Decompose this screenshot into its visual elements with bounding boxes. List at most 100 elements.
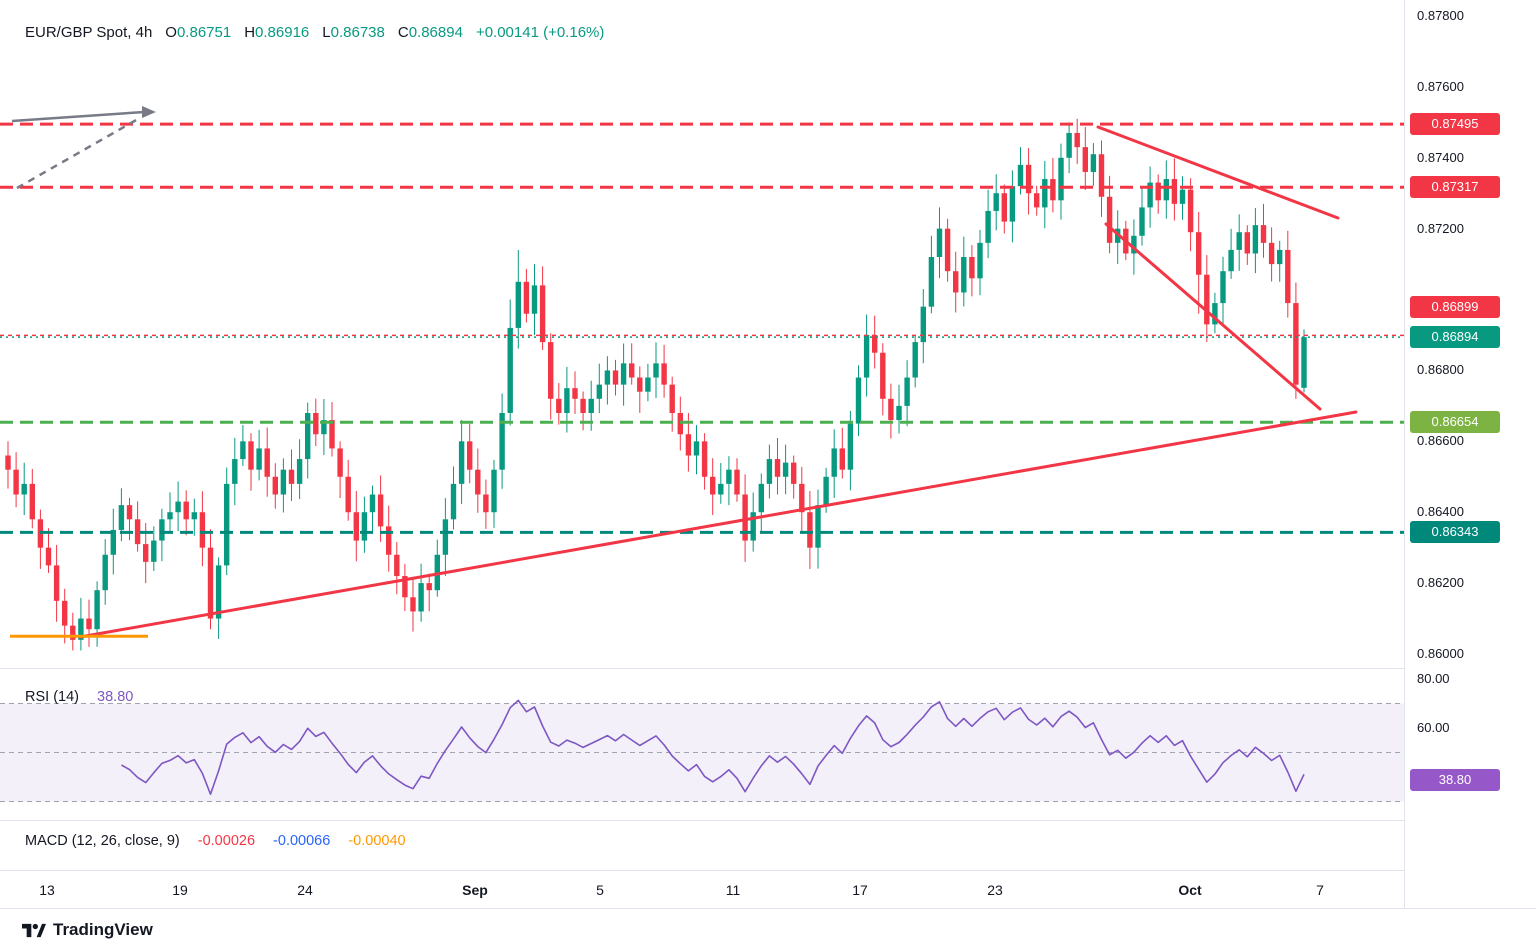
candle-body (758, 483, 764, 513)
macd-value-1: -0.00026 (197, 833, 256, 849)
candle-body (102, 554, 108, 591)
candle-body (418, 583, 424, 612)
trendline[interactable] (1096, 125, 1340, 220)
candle-body (1034, 193, 1040, 208)
candle-body (1293, 303, 1299, 385)
candle-body (815, 505, 821, 548)
time-axis-label: 7 (1316, 882, 1324, 898)
candle-body (337, 448, 343, 477)
candle-body (847, 423, 854, 470)
trendline[interactable] (78, 410, 1358, 639)
candle-body (839, 448, 845, 470)
candle-body (1098, 154, 1105, 197)
time-axis-label: 23 (987, 882, 1003, 898)
symbol-legend[interactable]: EUR/GBP Spot, 4h O0.86751 H0.86916 L0.86… (25, 24, 604, 41)
candle-body (742, 494, 748, 541)
candle-body (1163, 179, 1169, 201)
candle-body (1025, 164, 1032, 194)
candle-body (920, 306, 926, 343)
candle-body (766, 459, 773, 484)
price-axis-label: 0.87200 (1417, 220, 1464, 236)
macd-legend[interactable]: MACD (12, 26, close, 9) -0.00026 -0.0006… (25, 833, 406, 849)
candle-body (888, 398, 894, 421)
time-axis-label: 19 (172, 882, 188, 898)
arrow-line[interactable] (11, 110, 145, 123)
pane-separator (0, 908, 1536, 909)
candle-body (70, 625, 76, 640)
rsi-value-badge: 38.80 (1410, 768, 1500, 791)
candle-body (215, 565, 222, 619)
candle-body (1131, 235, 1137, 254)
pane-separator (0, 870, 1536, 871)
rsi-pane[interactable] (0, 668, 1404, 820)
price-axis[interactable]: 0.87800 0.87600 0.87400 0.87200 0.86800 0.866… (1404, 0, 1536, 908)
pane-separator[interactable] (0, 820, 1536, 821)
candle-body (386, 526, 392, 555)
price-level-badge: 0.87495 (1410, 113, 1500, 136)
candle-body (661, 363, 667, 385)
price-axis-label: 0.86800 (1417, 362, 1464, 378)
candle-body (450, 483, 457, 520)
candle-body (774, 459, 781, 477)
price-axis-label: 0.87800 (1417, 8, 1464, 23)
price-level-badge: 0.86654 (1410, 411, 1500, 434)
candle-body (928, 257, 935, 307)
candle-body (264, 448, 270, 477)
candle-body (207, 547, 214, 619)
tradingview-logo[interactable]: TradingView (22, 920, 153, 940)
candle-body (175, 501, 181, 513)
arrow-head-icon (142, 106, 156, 118)
price-level-badge: 0.86899 (1410, 296, 1500, 319)
candle-body (1139, 207, 1145, 236)
candle-body (515, 281, 521, 328)
rsi-value: 38.80 (97, 689, 134, 705)
candle-body (62, 600, 68, 626)
pane-separator[interactable] (0, 668, 1536, 669)
candle-body (1042, 179, 1048, 208)
candle-body (653, 363, 659, 378)
candle-body (305, 412, 311, 460)
candle-body (191, 512, 197, 520)
candle-body (475, 469, 481, 495)
price-level-badge: 0.86343 (1410, 521, 1500, 544)
ohlc-high: H0.86916 (244, 24, 310, 41)
rsi-axis-label: 60.00 (1417, 720, 1450, 735)
candle-body (467, 441, 473, 470)
rsi-axis-label: 80.00 (1417, 671, 1450, 686)
trendline[interactable] (1104, 222, 1322, 411)
candle-body (1204, 274, 1210, 325)
candle-body (1252, 225, 1259, 254)
candle-body (863, 335, 870, 378)
candle-body (1236, 232, 1242, 250)
candle-body (21, 483, 27, 495)
candle-body (620, 363, 627, 385)
candle-body (29, 483, 35, 520)
candle-body (936, 228, 943, 258)
price-chart-pane[interactable] (0, 0, 1404, 668)
arrow-dashed-line[interactable] (16, 117, 139, 190)
candle-body (693, 441, 700, 456)
macd-value-2: -0.00066 (273, 833, 331, 849)
candle-body (5, 455, 11, 470)
candle-body (402, 576, 408, 598)
macd-label: MACD (12, 26, close, 9) (25, 833, 180, 849)
rsi-legend[interactable]: RSI (14) 38.80 (25, 689, 133, 705)
candle-body (710, 476, 716, 495)
candle-body (831, 448, 837, 477)
candle-body (750, 512, 756, 541)
candle-body (86, 618, 92, 630)
candle-body (872, 335, 878, 353)
price-axis-label: 0.87600 (1417, 78, 1464, 94)
candle-body (507, 327, 513, 413)
candle-body (944, 228, 951, 272)
candle-body (1179, 189, 1186, 204)
candle-body (1001, 193, 1007, 222)
candle-body (855, 377, 862, 424)
tradingview-logo-icon (22, 923, 46, 937)
candle-body (1106, 196, 1113, 243)
price-level-badge: 0.87317 (1410, 176, 1500, 199)
candle-body (232, 459, 238, 484)
time-axis[interactable]: 13 19 24 Sep 5 11 17 23 Oct 7 (0, 870, 1404, 908)
candle-body (1066, 132, 1072, 158)
candle-body (118, 505, 125, 530)
